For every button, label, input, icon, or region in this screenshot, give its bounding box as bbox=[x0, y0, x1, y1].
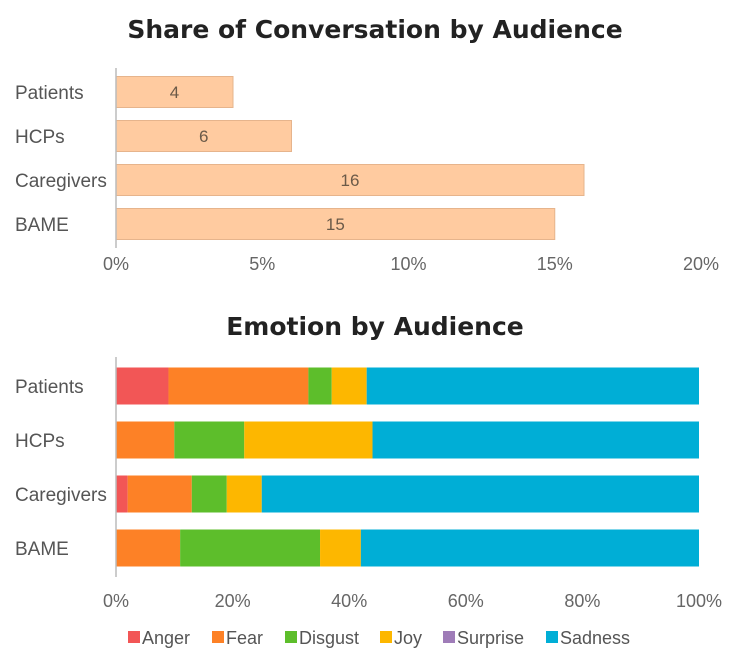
chart1-x-tick-10: 10% bbox=[390, 254, 426, 274]
chart1-category-label-caregivers: Caregivers bbox=[15, 171, 107, 192]
chart1-category-label-patients: Patients bbox=[15, 83, 84, 104]
chart2-x-tick-20: 20% bbox=[215, 591, 251, 611]
chart2-segment-caregivers-anger bbox=[116, 475, 128, 513]
legend-swatch-surprise bbox=[443, 631, 455, 643]
chart2-x-tick-0: 0% bbox=[103, 591, 129, 611]
chart2-segment-caregivers-sadness bbox=[261, 475, 699, 513]
legend-swatch-anger bbox=[128, 631, 140, 643]
chart2-category-label-hcps: HCPs bbox=[15, 431, 65, 452]
chart2-segment-hcps-fear bbox=[116, 421, 175, 459]
chart2-segment-caregivers-fear bbox=[127, 475, 192, 513]
chart1-data-label-bame: 15 bbox=[326, 215, 345, 234]
chart1-title: Share of Conversation by Audience bbox=[127, 15, 622, 44]
chart1-x-tick-0: 0% bbox=[103, 254, 129, 274]
chart2-category-label-caregivers: Caregivers bbox=[15, 485, 107, 506]
chart2-segment-patients-sadness bbox=[366, 367, 699, 405]
chart2-segment-caregivers-joy bbox=[226, 475, 262, 513]
chart2-segment-hcps-disgust bbox=[174, 421, 245, 459]
chart2-segment-hcps-joy bbox=[244, 421, 373, 459]
legend-swatch-fear bbox=[212, 631, 224, 643]
chart1-bar-patients bbox=[115, 76, 234, 108]
legend-label-sadness: Sadness bbox=[560, 628, 630, 648]
legend-swatch-sadness bbox=[546, 631, 558, 643]
legend-label-anger: Anger bbox=[142, 628, 190, 648]
chart1-data-label-caregivers: 16 bbox=[341, 171, 360, 190]
chart1-bar-bame bbox=[115, 208, 556, 240]
chart2-segment-patients-joy bbox=[331, 367, 367, 405]
chart1-data-label-hcps: 6 bbox=[199, 127, 208, 146]
legend-label-surprise: Surprise bbox=[457, 628, 524, 648]
chart1-category-label-hcps: HCPs bbox=[15, 127, 65, 148]
chart1-x-tick-20: 20% bbox=[683, 254, 719, 274]
chart2-segment-caregivers-disgust bbox=[191, 475, 227, 513]
chart2-segment-bame-joy bbox=[320, 529, 361, 567]
chart1-category-label-bame: BAME bbox=[15, 215, 69, 236]
legend-swatch-disgust bbox=[285, 631, 297, 643]
chart2-segment-patients-fear bbox=[168, 367, 309, 405]
chart2-segment-hcps-sadness bbox=[372, 421, 699, 459]
chart2-segment-bame-disgust bbox=[180, 529, 321, 567]
legend-label-joy: Joy bbox=[394, 628, 422, 648]
chart2-segment-patients-disgust bbox=[308, 367, 332, 405]
chart1-x-tick-5: 5% bbox=[249, 254, 275, 274]
chart2-legend: Anger Fear Disgust Joy Surprise Sadness bbox=[128, 628, 630, 648]
chart2-segment-bame-fear bbox=[116, 529, 181, 567]
chart1-plot: Patients 4 HCPs 6 Caregivers 16 BAME 15 0% 5% 10% 1… bbox=[15, 68, 719, 274]
chart2-x-tick-80: 80% bbox=[564, 591, 600, 611]
chart1-data-label-patients: 4 bbox=[170, 83, 179, 102]
chart2-segment-patients-anger bbox=[116, 367, 169, 405]
chart1-bar-caregivers bbox=[115, 164, 585, 196]
chart2-title: Emotion by Audience bbox=[226, 312, 524, 341]
chart2-x-tick-40: 40% bbox=[331, 591, 367, 611]
legend-label-fear: Fear bbox=[226, 628, 263, 648]
legend-swatch-joy bbox=[380, 631, 392, 643]
legend-label-disgust: Disgust bbox=[299, 628, 359, 648]
chart2-category-label-patients: Patients bbox=[15, 377, 84, 398]
chart2-x-tick-100: 100% bbox=[676, 591, 722, 611]
chart2-x-tick-60: 60% bbox=[448, 591, 484, 611]
chart1-bar-hcps bbox=[115, 120, 292, 152]
chart2-segment-bame-sadness bbox=[360, 529, 699, 567]
chart2-plot: Patients HCPs Caregivers BAME 0% 20% 40% 60% 80%… bbox=[15, 357, 722, 611]
chart2-category-label-bame: BAME bbox=[15, 539, 69, 560]
chart1-x-tick-15: 15% bbox=[537, 254, 573, 274]
